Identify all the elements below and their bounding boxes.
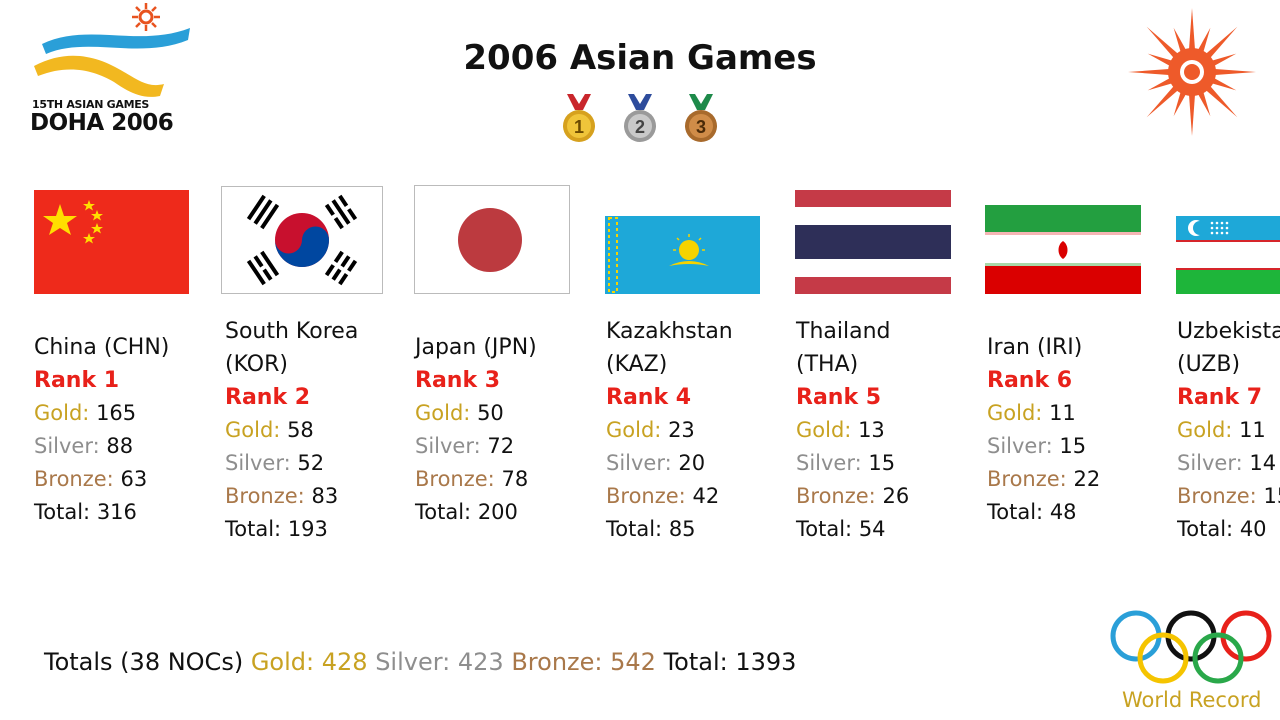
- country-card-iran: Iran (IRI) Rank 6 Gold: 11 Silver: 15 Br…: [987, 331, 1157, 529]
- gold-count: Gold: 23: [606, 418, 695, 442]
- bronze-count: Bronze: 83: [225, 484, 339, 508]
- country-card-china: China (CHN) Rank 1 Gold: 165 Silver: 88 …: [34, 331, 204, 529]
- orange-sun-icon: [132, 3, 160, 31]
- sun-ray: [1196, 27, 1211, 55]
- overall-totals: Totals (38 NOCs) Gold: 428 Silver: 423 B…: [44, 648, 796, 676]
- bronze-count: Bronze: 42: [606, 484, 720, 508]
- doha-2006-logo: [34, 3, 190, 97]
- sun-ray: [1209, 53, 1237, 68]
- flag-kazakhstan: [605, 216, 760, 294]
- total-count: Total: 54: [796, 517, 886, 541]
- flag-japan: [414, 185, 570, 294]
- country-card-japan: Japan (JPN) Rank 3 Gold: 50 Silver: 72 B…: [415, 331, 585, 529]
- olympic-rings-icon: [1110, 610, 1272, 684]
- bronze-medal-icon: 3: [685, 94, 717, 142]
- silver-medal-number: 2: [635, 117, 645, 137]
- totals-prefix: Totals (38 NOCs): [44, 648, 244, 676]
- sun-ray: [1173, 89, 1188, 117]
- sun-ray: [1147, 53, 1175, 68]
- gold-count: Gold: 165: [34, 401, 137, 425]
- rank-label: Rank 5: [796, 385, 882, 410]
- country-name: Kazakhstan (KAZ): [606, 319, 733, 377]
- country-name: Thailand (THA): [796, 319, 891, 377]
- silver-count: Silver: 52: [225, 451, 325, 475]
- flag-china: [34, 190, 189, 294]
- flag-thailand: [795, 190, 951, 294]
- sun-ray: [1211, 68, 1256, 76]
- silver-count: Silver: 15: [796, 451, 896, 475]
- silver-count: Silver: 72: [415, 434, 515, 458]
- page-title: 2006 Asian Games: [463, 38, 817, 78]
- sun-ray: [1146, 83, 1181, 118]
- total-count: Total: 316: [34, 500, 137, 524]
- gold-medal-icon: 1: [563, 94, 595, 142]
- bronze-count: Bronze: 26: [796, 484, 910, 508]
- country-name: Iran (IRI): [987, 335, 1083, 360]
- total-count: Total: 193: [225, 517, 328, 541]
- total-count: Total: 40: [1177, 517, 1267, 541]
- bronze-count: Bronze: 78: [415, 467, 529, 491]
- sun-ray: [1203, 83, 1238, 118]
- gold-count: Gold: 11: [987, 401, 1076, 425]
- country-name: Uzbekistan(UZB): [1177, 319, 1280, 377]
- sun-ray: [1173, 27, 1188, 55]
- sun-ray: [1146, 26, 1181, 61]
- total-count: Total: 200: [415, 500, 518, 524]
- flag-uzbekistan: [1176, 216, 1280, 294]
- rank-label: Rank 7: [1177, 385, 1263, 410]
- total-count: Total: 48: [987, 500, 1077, 524]
- logo-subtitle: 15TH ASIAN GAMES: [32, 98, 150, 111]
- totals-bronze: Bronze: 542: [511, 648, 656, 676]
- silver-medal-icon: 2: [624, 94, 656, 142]
- sun-ray: [1128, 68, 1173, 76]
- sun-ray: [1147, 76, 1175, 91]
- totals-gold: Gold: 428: [250, 648, 368, 676]
- silver-count: Silver: 20: [606, 451, 706, 475]
- sun-emblem-icon: [1128, 8, 1256, 136]
- rank-label: Rank 4: [606, 385, 692, 410]
- country-name: China (CHN): [34, 335, 170, 360]
- bronze-count: Bronze: 22: [987, 467, 1101, 491]
- sun-ray: [1188, 8, 1196, 53]
- totals-silver: Silver: 423: [375, 648, 504, 676]
- flag-south-korea: [221, 186, 383, 294]
- rank-label: Rank 1: [34, 368, 120, 393]
- sun-ray: [1196, 89, 1211, 117]
- sun-ray: [1209, 76, 1237, 91]
- bronze-count: Bronze: 63: [34, 467, 148, 491]
- country-card-south-korea: South Korea (KOR) Rank 2 Gold: 58 Silver:…: [225, 315, 395, 546]
- silver-count: Silver: 88: [34, 434, 134, 458]
- rank-label: Rank 2: [225, 385, 311, 410]
- rank-label: Rank 3: [415, 368, 501, 393]
- country-card-kazakhstan: Kazakhstan (KAZ) Rank 4 Gold: 23 Silver: …: [606, 315, 776, 546]
- country-card-thailand: Thailand (THA) Rank 5 Gold: 13 Silver: 15…: [796, 315, 966, 546]
- world-record-watermark: World Record: [1122, 688, 1262, 712]
- totals-total: Total: 1393: [663, 648, 797, 676]
- bronze-count: Bronze: 15: [1177, 484, 1280, 508]
- gold-count: Gold: 11: [1177, 418, 1266, 442]
- silver-count: Silver: 15: [987, 434, 1087, 458]
- total-count: Total: 85: [606, 517, 696, 541]
- silver-count: Silver: 14: [1177, 451, 1277, 475]
- logo-title: DOHA 2006: [30, 110, 174, 136]
- bronze-medal-number: 3: [696, 117, 706, 137]
- country-name: South Korea (KOR): [225, 319, 359, 377]
- gold-medal-number: 1: [574, 117, 584, 137]
- flag-iran: [985, 205, 1141, 294]
- medals-icon: 1 2 3: [563, 94, 717, 142]
- country-name: Japan (JPN): [415, 335, 537, 360]
- sun-ray: [1188, 91, 1196, 136]
- rank-label: Rank 6: [987, 368, 1073, 393]
- gold-count: Gold: 50: [415, 401, 504, 425]
- country-card-uzbekistan: Uzbekistan(UZB) Rank 7 Gold: 11 Silver: …: [1177, 315, 1280, 546]
- gold-count: Gold: 58: [225, 418, 314, 442]
- gold-count: Gold: 13: [796, 418, 885, 442]
- sun-ray: [1203, 26, 1238, 61]
